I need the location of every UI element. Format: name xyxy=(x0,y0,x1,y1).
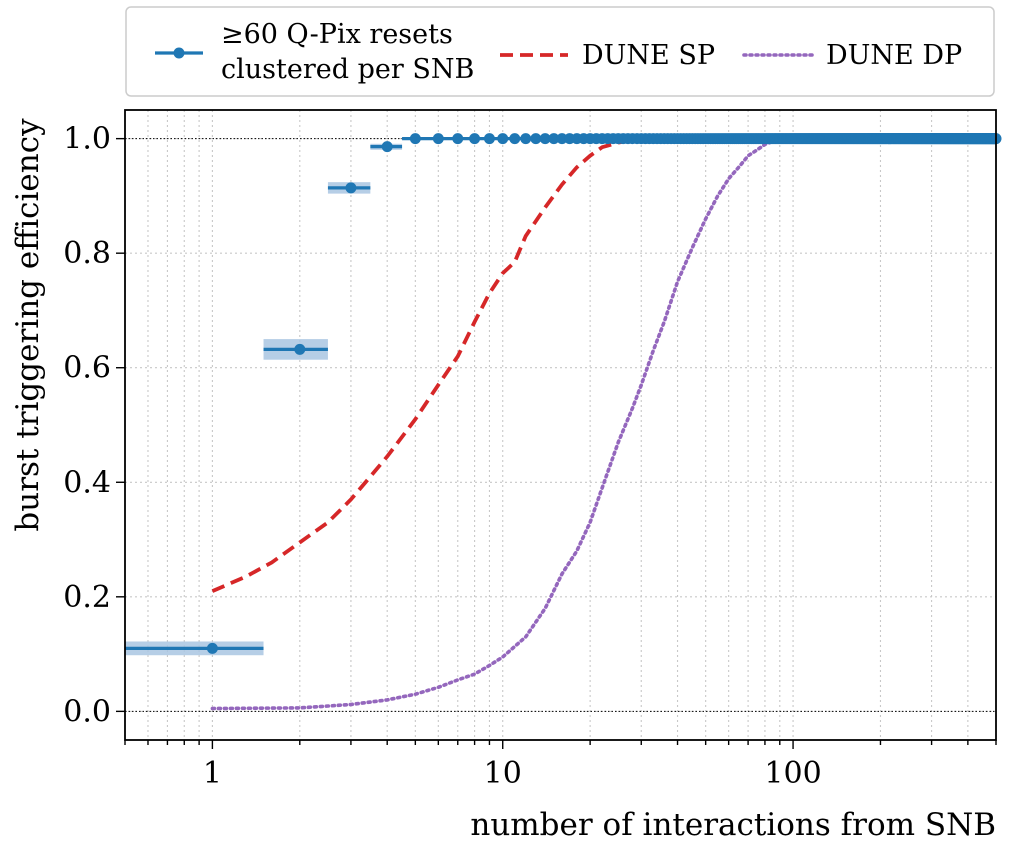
qpix-saturated-point xyxy=(497,133,509,145)
legend-qpix-label-line1: ≥60 Q-Pix resets xyxy=(221,19,453,50)
x-tick-label: 100 xyxy=(764,756,821,791)
qpix-point xyxy=(294,343,306,355)
qpix-point xyxy=(345,182,357,194)
qpix-saturated-point xyxy=(556,133,568,145)
data-series xyxy=(125,133,1002,711)
legend-qpix-label-line2: clustered per SNB xyxy=(221,54,474,85)
y-tick-label: 0.0 xyxy=(63,694,111,729)
x-tick-label: 10 xyxy=(484,756,522,791)
legend-box xyxy=(125,6,995,97)
qpix-point xyxy=(381,141,393,153)
x-axis-label: number of interactions from SNB xyxy=(470,807,996,843)
plot-frame xyxy=(124,109,997,741)
dune-sp-line xyxy=(211,136,642,593)
y-tick-label: 0.8 xyxy=(63,236,111,271)
dune-dp-line xyxy=(210,136,782,711)
legend-dune-dp-label: DUNE DP xyxy=(826,40,962,71)
y-axis-label: burst triggering efficiency xyxy=(10,118,46,532)
qpix-saturated-point xyxy=(432,133,444,145)
x-tick-label: 1 xyxy=(203,756,222,791)
qpix-saturated-point xyxy=(539,133,551,145)
qpix-saturated-point xyxy=(509,133,521,145)
qpix-saturated-point xyxy=(469,133,481,145)
legend: ≥60 Q-Pix resets clustered per SNB DUNE … xyxy=(125,6,995,97)
qpix-saturated-point xyxy=(530,133,542,145)
qpix-saturated-point xyxy=(483,133,495,145)
qpix-saturated-point xyxy=(409,133,421,145)
y-tick-label: 0.2 xyxy=(63,580,111,615)
y-tick-label: 0.4 xyxy=(63,465,111,500)
axis-ticks: 0.0 0.2 0.4 0.6 0.8 1.0 1 10 100 xyxy=(63,122,997,791)
legend-qpix-marker-dot xyxy=(173,47,185,59)
reference-lines xyxy=(125,138,996,712)
legend-dune-sp-label: DUNE SP xyxy=(582,40,715,71)
y-tick-label: 0.6 xyxy=(63,351,111,386)
qpix-point xyxy=(206,642,218,654)
y-tick-label: 1.0 xyxy=(63,122,111,157)
qpix-saturated-point xyxy=(520,133,532,145)
qpix-saturated-point xyxy=(452,133,464,145)
qpix-saturated-point xyxy=(548,133,560,145)
